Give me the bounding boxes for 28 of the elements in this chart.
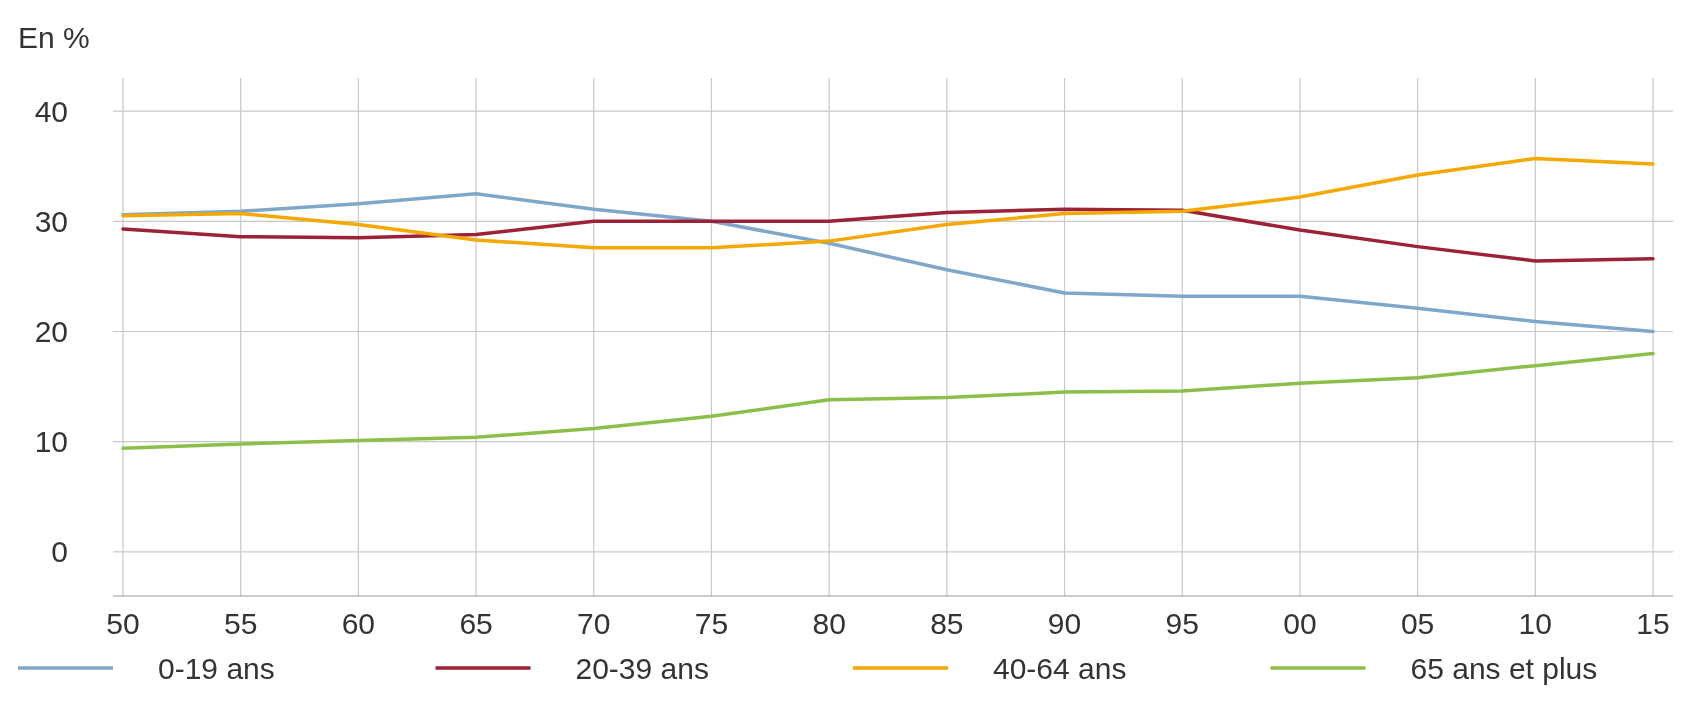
legend-label: 65 ans et plus [1410,651,1598,685]
x-tick-label: 15 [1636,607,1670,640]
line-series [121,191,1655,334]
x-tick-label: 75 [694,607,729,640]
line-series [121,351,1655,451]
x-tick-label: 10 [1518,607,1552,640]
x-tick-label: 85 [930,607,964,640]
x-tick-label: 95 [1165,607,1199,640]
legend-label: 0-19 ans [158,651,275,685]
y-axis-title: En % [18,21,90,54]
x-tick-label: 00 [1283,607,1317,640]
legend-label: 20-39 ans [575,651,709,685]
line-series [121,156,1655,250]
x-tick-label: 60 [341,607,376,640]
y-tick-label: 40 [34,94,68,128]
x-tick-label: 90 [1047,607,1082,640]
y-tick-label: 0 [51,535,68,569]
y-tick-label: 20 [34,314,68,348]
x-tick-label: 70 [577,607,611,640]
line-series [121,207,1655,263]
y-tick-label: 10 [34,425,68,459]
x-tick-label: 55 [224,607,258,640]
x-tick-label: 05 [1400,607,1435,640]
x-tick-label: 50 [106,607,140,640]
x-tick-label: 80 [812,607,846,640]
legend-label: 40-64 ans [993,651,1127,685]
y-tick-label: 30 [34,204,68,238]
x-tick-label: 65 [459,607,493,640]
